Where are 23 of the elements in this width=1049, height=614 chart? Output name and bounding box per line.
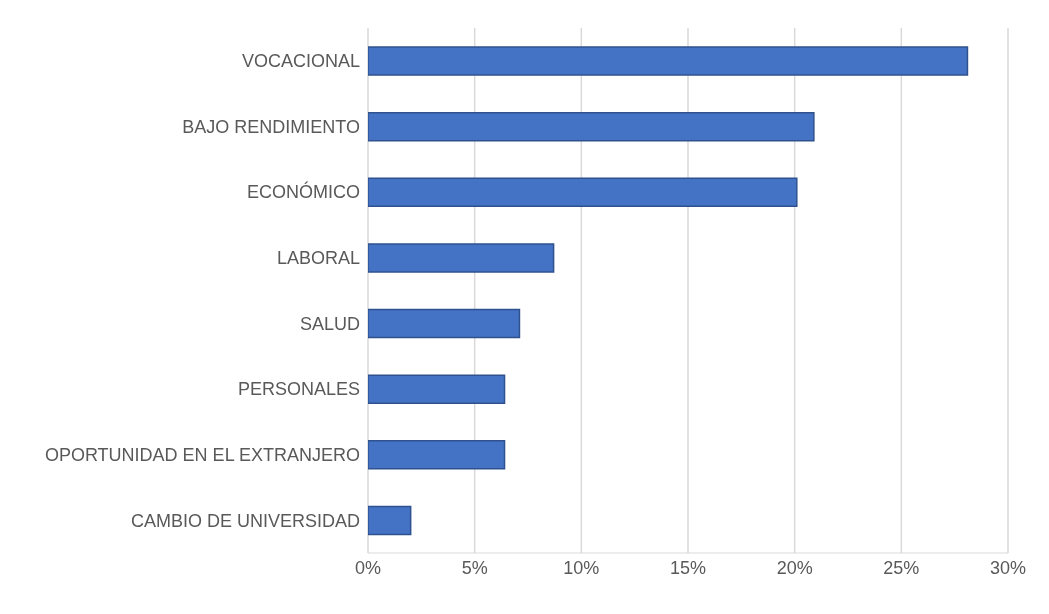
bar xyxy=(368,46,969,76)
bar xyxy=(368,243,555,273)
y-tick-label: LABORAL xyxy=(276,248,360,269)
y-tick-label: SALUD xyxy=(299,313,360,334)
y-tick-label: ECONÓMICO xyxy=(246,181,360,203)
y-tick-label: OPORTUNIDAD EN EL EXTRANJERO xyxy=(44,444,360,465)
y-tick-label: CAMBIO DE UNIVERSIDAD xyxy=(130,510,360,531)
bar xyxy=(368,374,506,404)
bar xyxy=(368,308,521,339)
y-tick-label: VOCACIONAL xyxy=(241,51,360,72)
x-tick-label: 0% xyxy=(354,557,382,578)
bar xyxy=(368,111,815,142)
x-tick-label: 5% xyxy=(461,557,488,578)
y-tick-label: BAJO RENDIMIENTO xyxy=(182,116,360,137)
bar xyxy=(368,505,412,536)
x-tick-label: 20% xyxy=(776,557,813,578)
x-tick-label: 15% xyxy=(669,557,707,578)
x-tick-label: 10% xyxy=(563,557,600,578)
bar xyxy=(368,440,506,470)
x-tick-label: 25% xyxy=(883,557,920,578)
y-tick-label: PERSONALES xyxy=(237,379,360,400)
x-tick-label: 30% xyxy=(989,557,1027,578)
bar xyxy=(368,177,798,207)
